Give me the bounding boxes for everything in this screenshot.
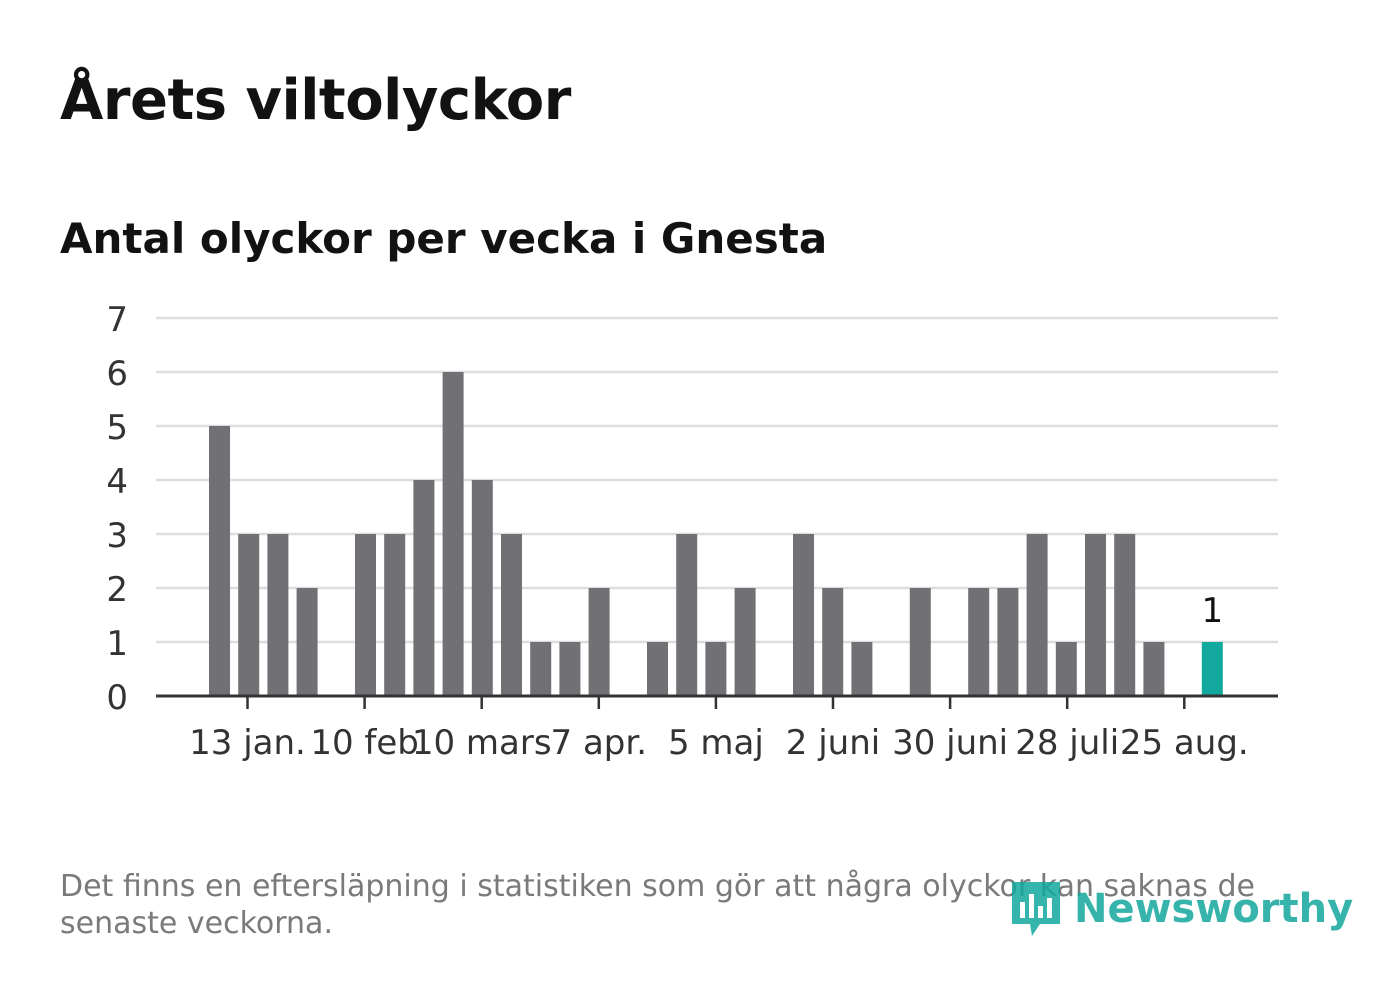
highlight-value-label: 1	[1201, 591, 1223, 631]
x-tick-label: 28 juli	[1015, 723, 1119, 763]
bar	[1143, 642, 1165, 696]
brand-logo: Newsworthy	[1010, 878, 1353, 940]
y-tick-label: 1	[106, 624, 128, 664]
x-tick-label: 25 aug.	[1120, 723, 1249, 763]
x-tick-label: 10 feb	[310, 723, 419, 763]
bar	[822, 588, 844, 696]
bar	[1026, 534, 1048, 696]
bar	[676, 534, 698, 696]
bar	[501, 534, 522, 696]
bar	[209, 426, 230, 696]
brand-name: Newsworthy	[1074, 886, 1354, 932]
bar	[442, 372, 464, 696]
bar	[296, 588, 318, 696]
bar	[968, 588, 990, 696]
bar	[588, 588, 610, 696]
chart-title: Årets viltolyckor	[60, 68, 571, 133]
bar	[238, 534, 260, 696]
x-tick-label: 2 juni	[786, 723, 880, 763]
x-tick-label: 7 apr.	[551, 723, 648, 763]
x-tick-label: 10 mars	[412, 723, 552, 763]
bar	[734, 588, 756, 696]
y-tick-label: 4	[106, 462, 128, 502]
bar	[413, 480, 435, 696]
bar	[355, 534, 376, 696]
bar	[647, 642, 668, 696]
y-tick-label: 6	[106, 354, 128, 394]
bars	[209, 372, 1223, 696]
y-axis: 0 1 2 3 4 5 6 7	[106, 300, 128, 718]
bar	[384, 534, 406, 696]
bar	[851, 642, 873, 696]
x-tick-label: 30 juni	[892, 723, 1008, 763]
bar	[1055, 642, 1077, 696]
bar	[705, 642, 727, 696]
y-tick-label: 5	[106, 408, 128, 448]
x-tick-label: 13 jan.	[189, 723, 306, 763]
bar	[793, 534, 814, 696]
bar	[1114, 534, 1136, 696]
y-tick-label: 7	[106, 300, 128, 340]
data-labels: 1	[1201, 591, 1223, 631]
chart-subtitle: Antal olyckor per vecka i Gnesta	[60, 214, 828, 263]
bar	[267, 534, 289, 696]
grid-lines	[156, 316, 1278, 644]
bar	[997, 588, 1019, 696]
bar	[471, 480, 493, 696]
y-tick-label: 3	[106, 516, 128, 556]
bar	[1085, 534, 1106, 696]
y-tick-label: 2	[106, 570, 128, 610]
bar	[530, 642, 552, 696]
y-tick-label: 0	[106, 678, 128, 718]
newsworthy-logo-icon	[1012, 882, 1060, 936]
bar	[559, 642, 581, 696]
x-tick-label: 5 maj	[668, 723, 764, 763]
bar-highlight	[1201, 642, 1223, 696]
bar	[909, 588, 931, 696]
